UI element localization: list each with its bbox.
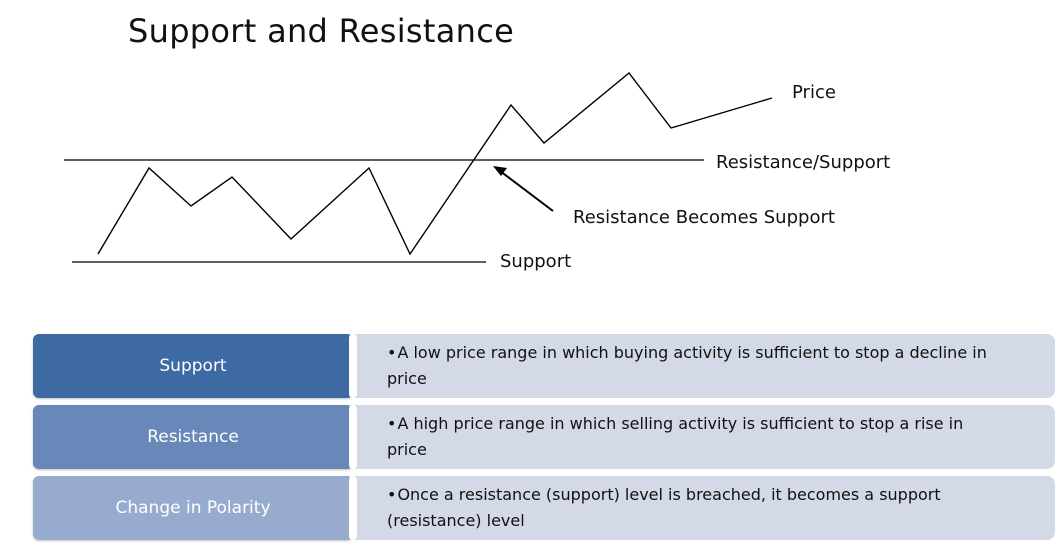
resistance-support-label: Resistance/Support xyxy=(716,152,890,173)
page-title: Support and Resistance xyxy=(128,12,515,50)
description-text: A high price range in which selling acti… xyxy=(387,414,964,459)
term-resistance: Resistance xyxy=(33,405,353,469)
term-support: Support xyxy=(33,334,353,398)
bullet: • xyxy=(387,485,397,504)
bullet: • xyxy=(387,343,397,362)
breakout-arrow xyxy=(499,170,554,212)
description-text: Once a resistance (support) level is bre… xyxy=(387,485,941,530)
price-line xyxy=(97,71,773,256)
table-row: Change in Polarity •Once a resistance (s… xyxy=(33,476,1055,540)
support-resistance-diagram: Price Resistance/Support Resistance Beco… xyxy=(64,71,890,272)
term-change-in-polarity: Change in Polarity xyxy=(33,476,353,540)
table-row: Resistance •A high price range in which … xyxy=(33,405,1055,469)
definitions-table: Support •A low price range in which buyi… xyxy=(33,334,1055,547)
support-label: Support xyxy=(500,251,571,272)
resistance-becomes-support-label: Resistance Becomes Support xyxy=(573,207,835,228)
price-label: Price xyxy=(792,82,836,103)
description-change-in-polarity: •Once a resistance (support) level is br… xyxy=(349,476,1055,540)
table-row: Support •A low price range in which buyi… xyxy=(33,334,1055,398)
arrow-head-icon xyxy=(493,166,507,176)
bullet: • xyxy=(387,414,397,433)
description-text: A low price range in which buying activi… xyxy=(387,343,987,388)
description-resistance: •A high price range in which selling act… xyxy=(349,405,1055,469)
description-support: •A low price range in which buying activ… xyxy=(349,334,1055,398)
